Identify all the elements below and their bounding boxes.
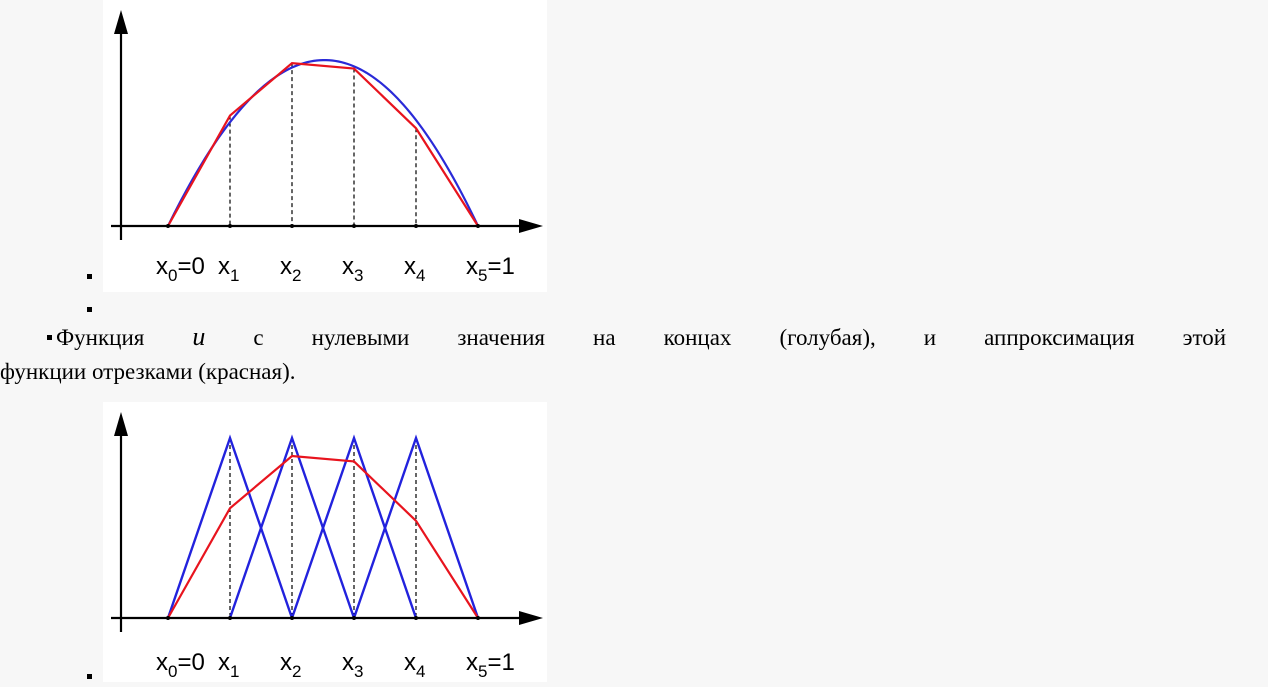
y-axis-arrow xyxy=(114,412,128,436)
node-point xyxy=(228,616,232,620)
x-tick-label: x1 xyxy=(218,649,239,681)
node-point xyxy=(166,616,170,620)
list-bullet xyxy=(47,335,52,341)
caption-text-after: с нулевыми значения на концах (голубая),… xyxy=(253,325,1227,350)
x-tick-label: x5=1 xyxy=(466,253,515,285)
caption-line-1: Функция u с нулевыми значения на концах … xyxy=(0,320,1226,355)
node-point xyxy=(166,224,170,228)
x-tick-label: x2 xyxy=(280,649,301,681)
x-tick-label: x4 xyxy=(404,649,425,681)
basis-function-line xyxy=(290,434,418,619)
figure-basis-functions: x0=0 x1 x2 x3 x4 x5=1 xyxy=(103,402,547,682)
node-point xyxy=(476,616,480,620)
piecewise-approximation-line xyxy=(167,61,479,227)
chart-function-approximation: x0=0 x1 x2 x3 x4 x5=1 xyxy=(111,10,543,285)
caption-text-before: Функция xyxy=(56,325,145,350)
basis-function-line xyxy=(166,434,294,619)
node-point xyxy=(352,616,356,620)
node-point xyxy=(414,224,418,228)
piecewise-approximation-line xyxy=(167,454,479,619)
x-tick-label: x2 xyxy=(280,253,301,285)
basis-function-line xyxy=(352,434,480,619)
node-point xyxy=(352,224,356,228)
figure-caption: Функция u с нулевыми значения на концах … xyxy=(0,320,1226,389)
caption-symbol-u: u xyxy=(192,322,206,351)
x-tick-label: x0=0 xyxy=(156,253,205,285)
list-bullet xyxy=(87,674,92,679)
chart-basis-functions: x0=0 x1 x2 x3 x4 x5=1 xyxy=(111,412,543,681)
x-axis-arrow xyxy=(519,611,543,625)
x-tick-label: x3 xyxy=(342,649,363,681)
caption-line-2: функции отрезками (красная). xyxy=(0,359,296,384)
x-tick-label: x4 xyxy=(404,253,425,285)
x-tick-label: x0=0 xyxy=(156,649,205,681)
list-bullet xyxy=(87,274,92,279)
node-point xyxy=(290,616,294,620)
figure-function-approximation: x0=0 x1 x2 x3 x4 x5=1 xyxy=(103,0,547,292)
x-tick-label: x1 xyxy=(218,253,239,285)
x-axis-arrow xyxy=(519,219,543,233)
node-point xyxy=(228,224,232,228)
basis-function-line xyxy=(228,434,356,619)
x-tick-label: x5=1 xyxy=(466,649,515,681)
node-point xyxy=(476,224,480,228)
node-point xyxy=(290,224,294,228)
x-tick-label: x3 xyxy=(342,253,363,285)
node-point xyxy=(414,616,418,620)
y-axis-arrow xyxy=(114,10,128,34)
list-bullet xyxy=(87,307,92,312)
